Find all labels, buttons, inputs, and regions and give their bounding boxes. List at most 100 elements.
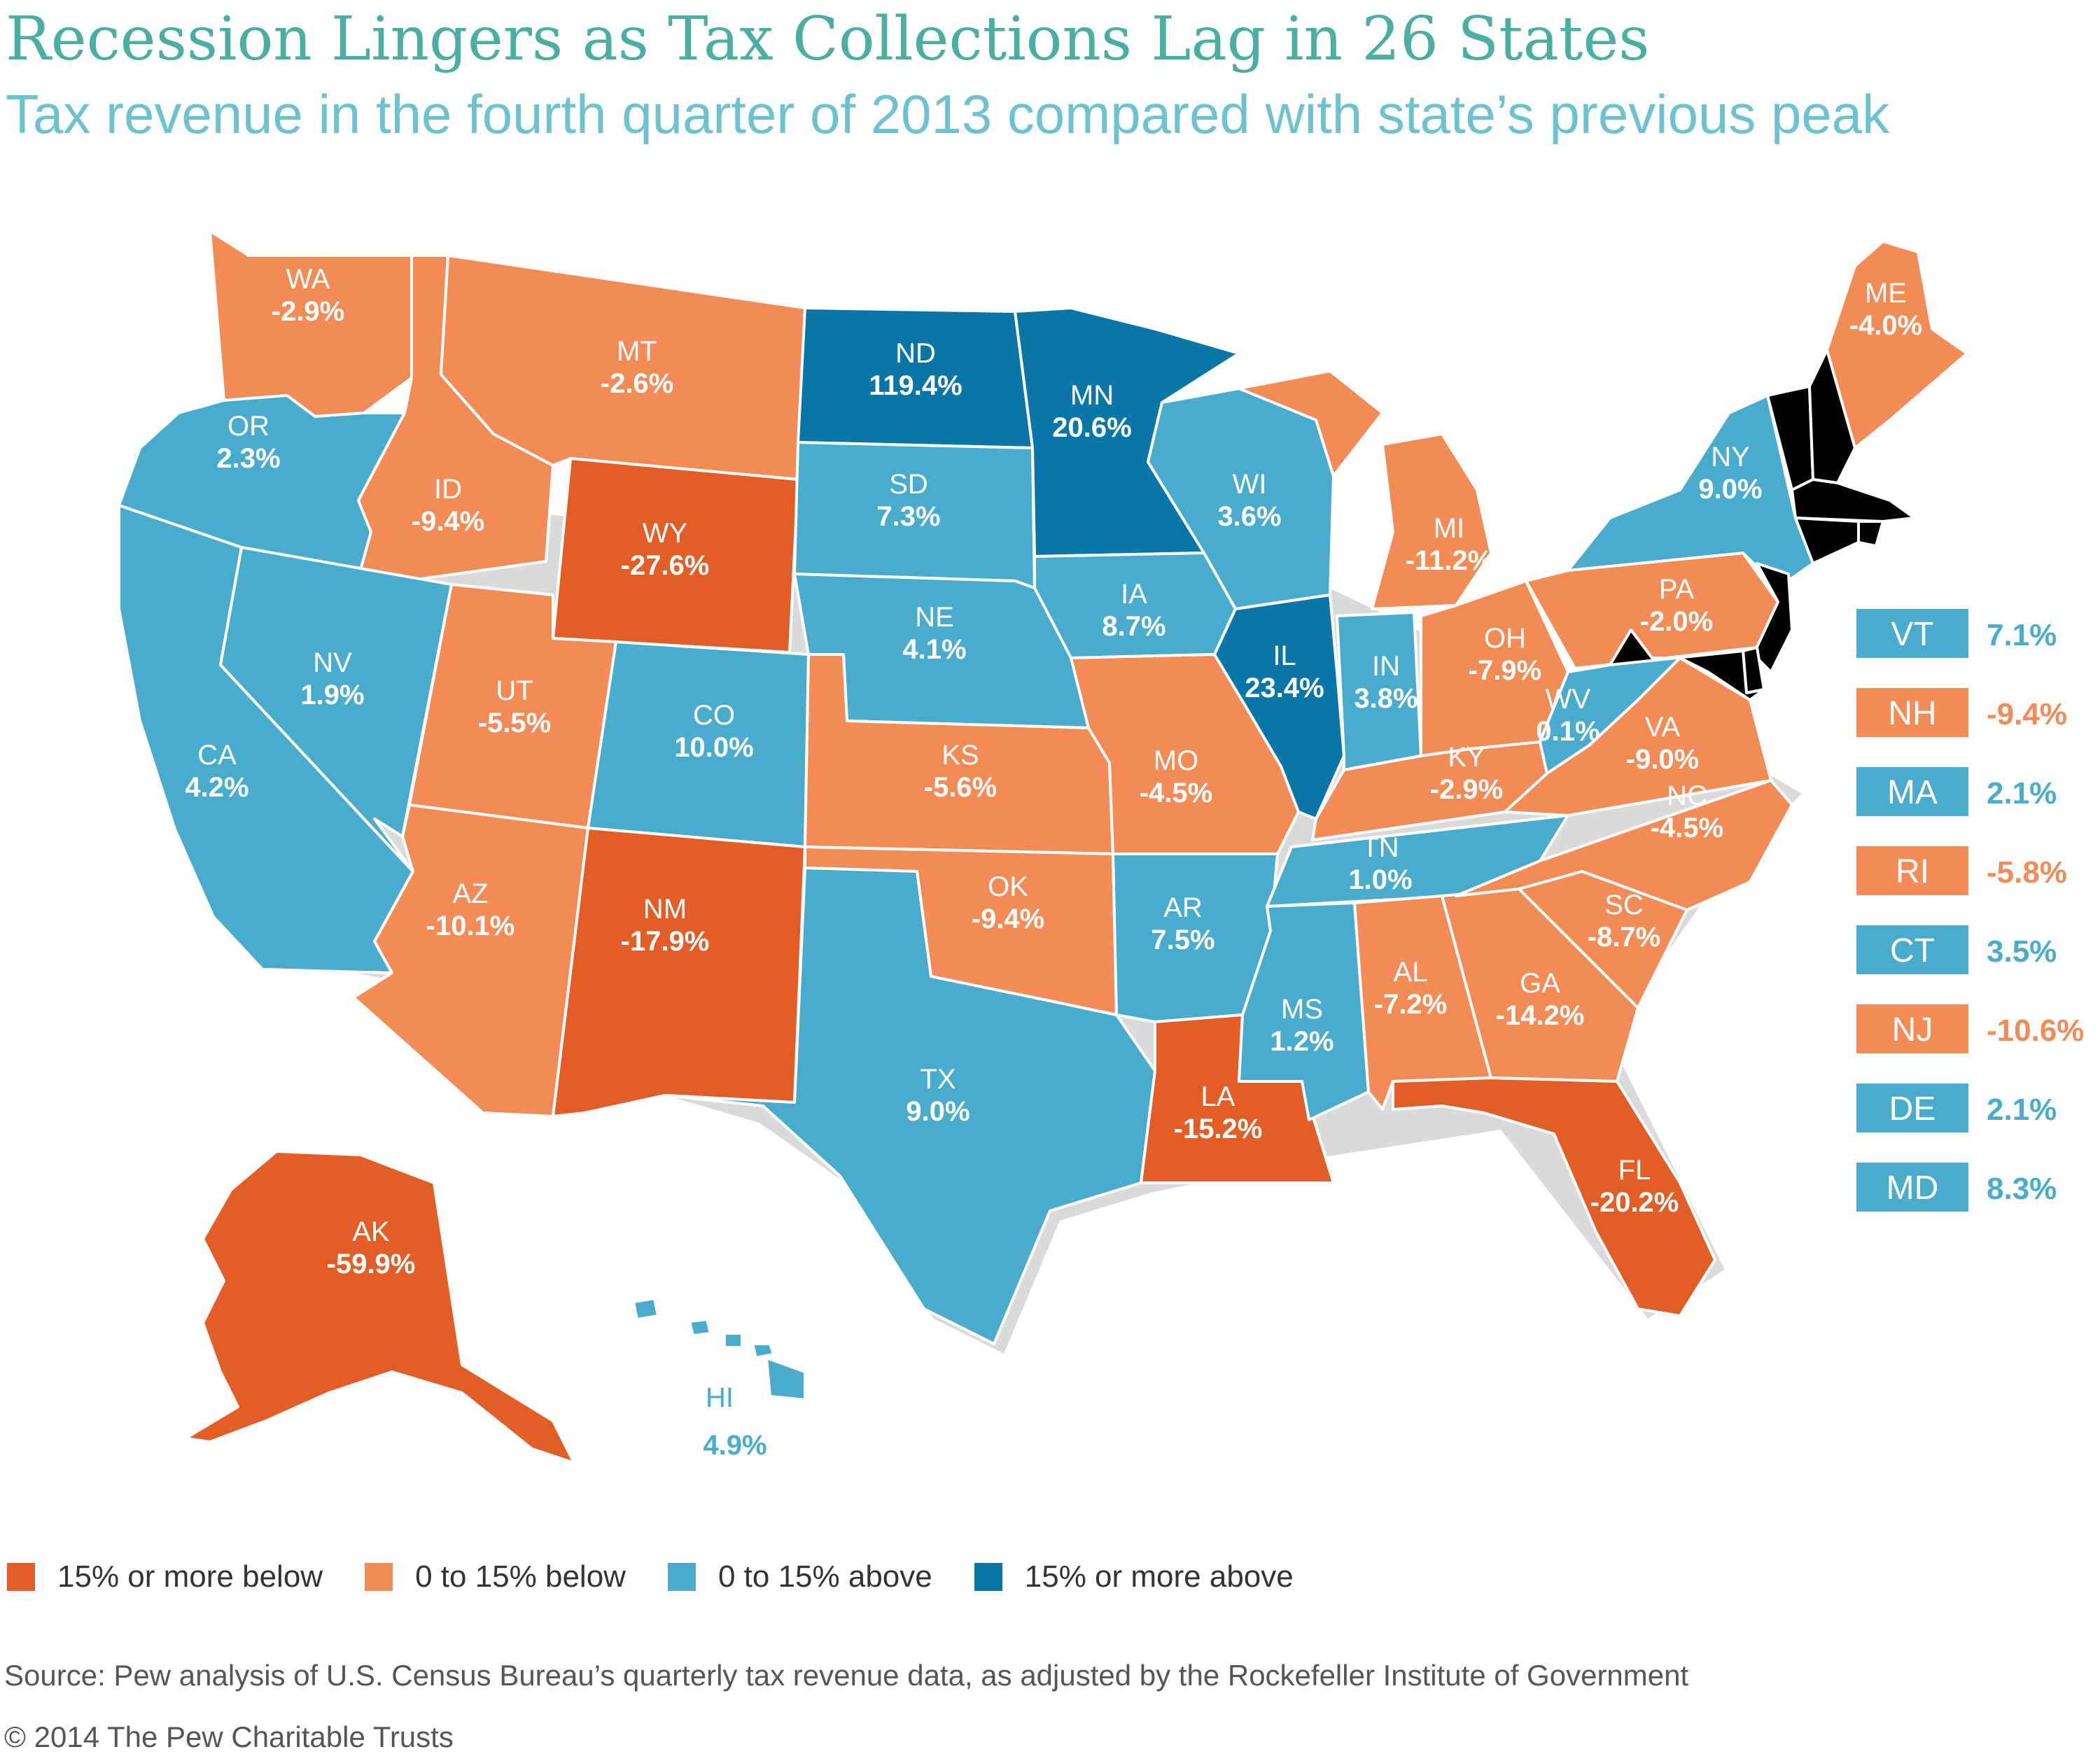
state-value-MI: -11.2% [1406,545,1493,576]
callout-box-md [1856,1163,1968,1212]
state-label-SD: SD [889,469,928,500]
state-label-AL: AL [1394,957,1428,988]
state-label-GA: GA [1520,968,1560,999]
state-value-TN: 1.0% [1348,864,1412,895]
state-label-ND: ND [895,338,936,369]
legend-label: 15% or more below [57,1559,323,1594]
callout-box-ct [1856,925,1968,974]
callout-value-ri: -5.8% [1987,855,2067,890]
callout-label-de: DE [1889,1090,1936,1128]
state-label-FL: FL [1618,1155,1651,1186]
state-NM[interactable] [552,827,806,1118]
state-FL[interactable] [1392,1076,1716,1317]
state-value-MN: 20.6% [1052,412,1131,443]
chart-title: Recession Lingers as Tax Collections Lag… [6,4,1650,74]
callout-value-nj: -10.6% [1987,1013,2084,1048]
legend-swatch [365,1563,393,1591]
state-value-NY: 9.0% [1698,474,1762,505]
callout-box-ma [1856,767,1968,816]
state-value-AL: -7.2% [1374,989,1448,1020]
state-value-WY: -27.6% [621,550,710,581]
state-RI[interactable] [1857,520,1884,547]
state-label-NY: NY [1711,442,1750,472]
state-value-MO: -4.5% [1140,778,1213,808]
state-label-AZ: AZ [452,878,488,909]
state-label-IL: IL [1273,640,1296,671]
state-label-LA: LA [1201,1081,1236,1112]
state-value-NM: -17.9% [621,926,710,957]
state-value-KY: -2.9% [1430,774,1504,805]
state-HI[interactable] [632,1297,806,1401]
state-value-MT: -2.6% [601,368,674,399]
state-AK[interactable] [184,1150,575,1464]
state-value-SD: 7.3% [876,501,940,532]
callout-label-vt: VT [1891,616,1933,653]
state-value-WA: -2.9% [272,296,345,327]
state-label-NE: NE [915,602,954,633]
callout-label-md: MD [1886,1170,1939,1207]
state-value-AK: -59.9% [327,1249,416,1279]
state-label-AK: AK [352,1216,390,1247]
state-TX[interactable] [664,867,1156,1345]
state-label-CO: CO [693,700,735,731]
state-value-ND: 119.4% [869,370,962,401]
state-ME[interactable] [1826,240,1968,449]
state-label-CA: CA [197,740,237,771]
state-label-IN: IN [1372,651,1400,682]
state-value-IN: 3.8% [1354,683,1418,714]
state-value-OK: -9.4% [972,904,1045,934]
state-label-WI: WI [1233,469,1267,500]
state-value-VA: -9.0% [1626,744,1700,775]
northeast-callouts: VT 7.1% NH -9.4% MA 2.1% RI -5.8% CT 3.5% NJ -10.6%… [1856,609,2084,1212]
state-value-NV: 1.9% [300,680,364,710]
state-value-GA: -14.2% [1496,1000,1585,1031]
state-value-SC: -8.7% [1588,922,1661,953]
state-MI[interactable] [1238,370,1492,610]
state-value-TX: 9.0% [906,1096,969,1127]
state-label-PA: PA [1659,574,1695,605]
state-label-KY: KY [1448,742,1485,773]
legend-swatch [974,1563,1002,1591]
state-label-MN: MN [1070,380,1114,411]
callout-value-de: 2.1% [1987,1093,2057,1127]
callout-value-ma: 2.1% [1987,776,2057,811]
state-value-AZ: -10.1% [426,911,515,941]
state-label-WA: WA [286,264,330,295]
callout-box-vt [1856,609,1968,658]
callout-label-ct: CT [1890,932,1935,969]
callout-box-ri [1856,846,1968,895]
state-value-WI: 3.6% [1217,501,1281,532]
state-label-WV: WV [1546,684,1591,715]
source-note: Source: Pew analysis of U.S. Census Bure… [4,1659,1689,1692]
callout-box-nh [1856,688,1968,737]
state-NJ[interactable] [1752,562,1793,673]
state-value-OR: 2.3% [216,443,280,474]
state-NC[interactable] [1455,779,1793,911]
state-value-WV: 0.1% [1536,716,1600,747]
callout-label-ma: MA [1887,774,1938,811]
state-MD[interactable] [1609,629,1765,701]
state-CT[interactable] [1794,517,1860,565]
state-label-NM: NM [643,894,687,925]
callout-label-nh: NH [1888,695,1936,732]
callout-value-nh: -9.4% [1987,697,2067,731]
legend-item-0-to-15-below: 0 to 15% below [365,1559,626,1594]
state-label-TX: TX [920,1064,955,1095]
state-label-ID: ID [434,474,462,505]
copyright-note: © 2014 The Pew Charitable Trusts [4,1720,454,1753]
state-value-NC: -4.5% [1651,813,1724,843]
state-NH[interactable] [1808,349,1856,484]
legend-item-0-to-15-above: 0 to 15% above [667,1559,932,1594]
state-value-AR: 7.5% [1151,925,1214,955]
legend-item-15-or-more-below: 15% or more below [7,1559,323,1594]
callout-value-ct: 3.5% [1987,934,2057,969]
legend-swatch [667,1563,696,1591]
state-MA[interactable] [1791,478,1916,523]
state-IL[interactable] [1213,594,1345,820]
state-label-MT: MT [617,336,657,367]
state-label-WY: WY [643,518,687,549]
callout-value-md: 8.3% [1987,1172,2057,1206]
state-value-LA: -15.2% [1174,1114,1263,1144]
state-label-MS: MS [1281,994,1323,1025]
chart-subtitle: Tax revenue in the fourth quarter of 201… [6,83,1890,145]
